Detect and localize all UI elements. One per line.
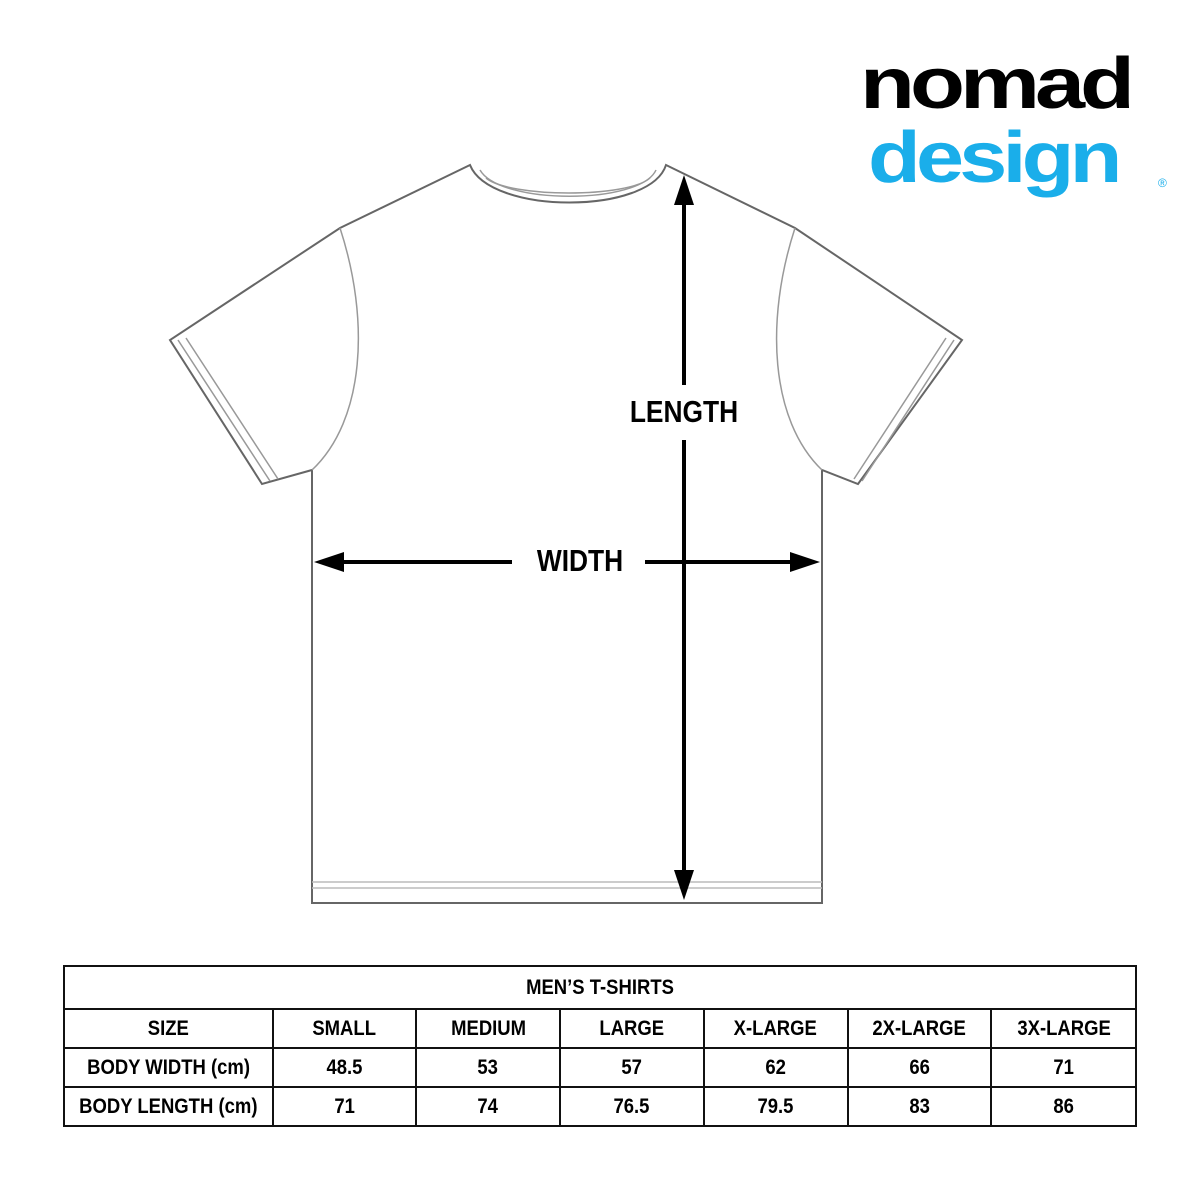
header-cell: SIZE [63, 1008, 274, 1049]
header-cell: 2X-LARGE [846, 1008, 993, 1049]
header-cell: 3X-LARGE [990, 1008, 1137, 1049]
logo-design: design [868, 118, 1122, 198]
arrowhead-down [674, 870, 694, 900]
table-cell: 53 [415, 1047, 562, 1088]
table-cell: 86 [990, 1086, 1137, 1127]
left-armhole [311, 227, 360, 471]
header-cell: LARGE [559, 1008, 705, 1049]
arrowhead-right [790, 552, 820, 572]
size-table: MEN’S T-SHIRTS SIZE SMALL MEDIUM LARGE X… [63, 965, 1137, 1127]
table-cell: 71 [271, 1086, 418, 1127]
registered-mark: ® [1158, 176, 1167, 190]
tshirt-outline [168, 163, 964, 904]
tshirt-diagram [168, 163, 964, 904]
header-cell: X-LARGE [702, 1008, 849, 1049]
arrowhead-up [674, 175, 694, 205]
header-cell: SMALL [271, 1008, 418, 1049]
table-cell: 71 [990, 1047, 1137, 1088]
table-cell: 83 [846, 1086, 993, 1127]
width-label: WIDTH [536, 543, 624, 578]
table-cell: 48.5 [271, 1047, 418, 1088]
table-cell: 79.5 [702, 1086, 849, 1127]
logo-nomad: nomad [860, 44, 1135, 124]
table-cell: 62 [702, 1047, 849, 1088]
bottom-hem [312, 881, 822, 889]
table-title-row: MEN’S T-SHIRTS [63, 965, 1137, 1010]
brand-logo: nomad design ® [858, 48, 1178, 198]
right-sleeve-hem [853, 337, 955, 482]
table-cell: 76.5 [559, 1086, 705, 1127]
table-row-body-length: BODY LENGTH (cm) 71 74 76.5 79.5 83 86 [63, 1086, 1137, 1127]
row-label: BODY WIDTH (cm) [63, 1047, 274, 1088]
header-cell: MEDIUM [415, 1008, 562, 1049]
table-title: MEN’S T-SHIRTS [63, 965, 1137, 1010]
table-row-body-width: BODY WIDTH (cm) 48.5 53 57 62 66 71 [63, 1047, 1137, 1088]
row-label: BODY LENGTH (cm) [63, 1086, 274, 1127]
arrowhead-left [314, 552, 344, 572]
table-cell: 57 [559, 1047, 705, 1088]
table-cell: 74 [415, 1086, 562, 1127]
table-header-row: SIZE SMALL MEDIUM LARGE X-LARGE 2X-LARGE… [63, 1008, 1137, 1049]
table-cell: 66 [846, 1047, 993, 1088]
right-armhole [775, 227, 823, 471]
left-sleeve-hem [177, 337, 279, 482]
length-label: LENGTH [629, 394, 739, 429]
collar-band [485, 177, 651, 194]
